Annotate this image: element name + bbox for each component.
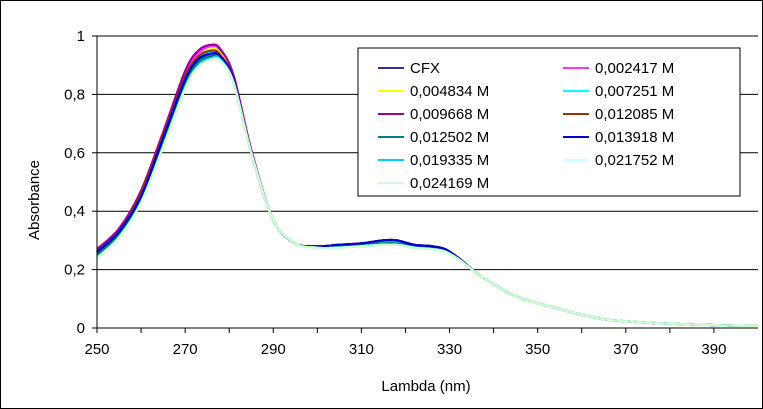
y-tick-label: 0,8 bbox=[64, 86, 85, 103]
legend-label: 0,019335 M bbox=[410, 152, 489, 169]
legend-label: 0,024169 M bbox=[410, 175, 489, 192]
axes bbox=[92, 35, 758, 333]
legend-box bbox=[357, 47, 741, 197]
x-tick-label: 370 bbox=[613, 341, 638, 358]
legend-label: 0,012502 M bbox=[410, 129, 489, 146]
gridlines bbox=[97, 35, 758, 271]
x-axis-title: Lambda (nm) bbox=[381, 378, 470, 395]
x-tick-labels: 250 270 290 310 330 350 370 390 bbox=[84, 341, 726, 358]
legend-label: 0,009668 M bbox=[410, 106, 489, 123]
legend-label: 0,002417 M bbox=[595, 60, 674, 77]
series-lines bbox=[96, 43, 759, 328]
legend-label: 0,021752 M bbox=[595, 152, 674, 169]
x-tick-label: 330 bbox=[437, 341, 462, 358]
y-tick-labels: 0 0,2 0,4 0,6 0,8 1 bbox=[64, 28, 85, 337]
series-line bbox=[96, 57, 759, 328]
y-axis-title: Absorbance bbox=[26, 160, 43, 240]
x-tick-label: 390 bbox=[701, 341, 726, 358]
x-tick-label: 310 bbox=[349, 341, 374, 358]
y-tick-label: 0 bbox=[77, 320, 85, 337]
legend-label: 0,012085 M bbox=[595, 106, 674, 123]
y-tick-label: 0,4 bbox=[64, 203, 85, 220]
legend: CFX 0,002417 M 0,004834 M 0,007251 M 0,00966… bbox=[357, 47, 741, 197]
y-tick-label: 1 bbox=[77, 28, 85, 45]
x-tick-label: 250 bbox=[84, 341, 109, 358]
y-tick-label: 0,2 bbox=[64, 262, 85, 279]
x-tick-label: 350 bbox=[525, 341, 550, 358]
legend-label: 0,004834 M bbox=[410, 83, 489, 100]
legend-label: 0,007251 M bbox=[595, 83, 674, 100]
x-tick-label: 270 bbox=[173, 341, 198, 358]
x-tick-label: 290 bbox=[261, 341, 286, 358]
legend-label: CFX bbox=[410, 60, 440, 77]
y-tick-label: 0,6 bbox=[64, 145, 85, 162]
legend-label: 0,013918 M bbox=[595, 129, 674, 146]
